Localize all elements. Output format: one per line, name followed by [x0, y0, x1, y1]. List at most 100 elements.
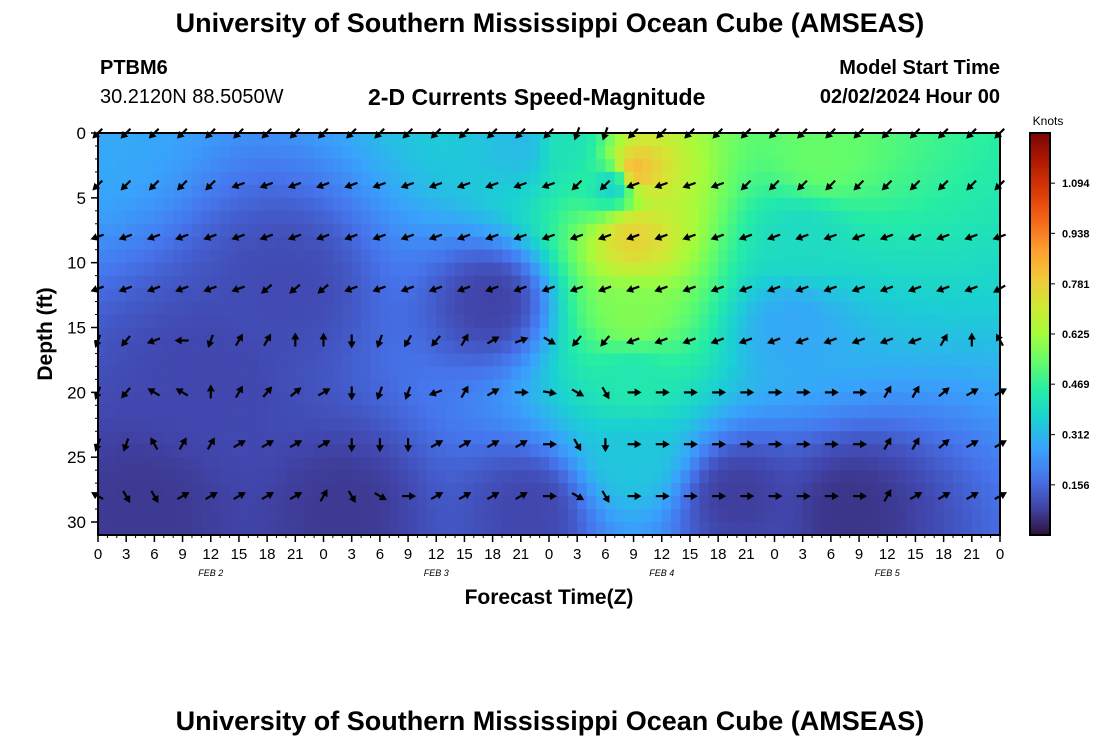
- heat-cell: [699, 133, 710, 147]
- heat-cell: [201, 249, 212, 264]
- heat-cell: [727, 379, 738, 393]
- heat-cell: [990, 184, 1001, 199]
- heat-cell: [323, 184, 334, 199]
- heat-cell: [887, 314, 898, 329]
- heat-cell: [276, 405, 287, 419]
- heat-cell: [323, 275, 334, 290]
- heat-cell: [633, 431, 644, 445]
- heat-cell: [323, 418, 334, 432]
- heat-cell: [906, 457, 917, 471]
- heat-cell: [840, 509, 851, 523]
- heat-cell: [755, 327, 766, 342]
- heat-cell: [793, 340, 804, 355]
- current-vector: [626, 181, 640, 190]
- heat-cell: [802, 236, 813, 251]
- x-tick-label: 9: [404, 546, 412, 563]
- heat-cell: [220, 275, 231, 290]
- heat-cell: [746, 444, 757, 458]
- heat-cell: [708, 405, 719, 419]
- heat-cell: [201, 366, 212, 380]
- heat-cell: [971, 249, 982, 264]
- heat-cell: [98, 210, 108, 225]
- heat-cell: [736, 457, 747, 471]
- heat-cell: [126, 236, 137, 251]
- heat-cell: [191, 262, 202, 277]
- heat-cell: [116, 314, 127, 329]
- current-vector: [911, 385, 920, 399]
- heat-cell: [614, 223, 625, 238]
- heat-cell: [981, 418, 992, 432]
- heat-cell: [511, 171, 522, 186]
- heat-cell: [417, 392, 428, 406]
- heat-cell: [802, 171, 813, 186]
- heat-cell: [182, 483, 193, 497]
- current-vector: [261, 492, 275, 501]
- heat-cell: [483, 314, 494, 329]
- heat-cell: [774, 444, 785, 458]
- heat-cell: [953, 340, 964, 355]
- heat-cell: [549, 262, 559, 277]
- heat-cell: [680, 236, 691, 251]
- heat-cell: [379, 418, 390, 432]
- heat-cell: [624, 301, 635, 316]
- heat-cell: [389, 444, 400, 458]
- heat-cell: [633, 522, 644, 536]
- heat-cell: [934, 327, 945, 342]
- current-vector: [120, 179, 132, 191]
- heat-cell: [436, 470, 447, 484]
- heat-cell: [783, 301, 794, 316]
- current-vector: [206, 384, 215, 399]
- heat-cell: [267, 288, 278, 303]
- heat-cell: [370, 509, 381, 523]
- current-vector: [627, 492, 642, 501]
- heat-cell: [962, 483, 973, 497]
- colorbar-tick-label: 0.312: [1062, 430, 1090, 442]
- heat-cell: [408, 340, 419, 355]
- heat-cell: [896, 288, 907, 303]
- heat-cell: [267, 133, 278, 147]
- heat-cell: [558, 301, 569, 316]
- heat-cell: [830, 145, 841, 160]
- heat-cell: [896, 184, 907, 199]
- current-vector: [234, 333, 243, 347]
- heat-cell: [859, 197, 870, 212]
- heat-cell: [859, 249, 870, 264]
- heat-cell: [144, 483, 155, 497]
- heat-cell: [953, 236, 964, 251]
- heat-cell: [116, 392, 127, 406]
- heat-cell: [774, 210, 785, 225]
- heat-cell: [126, 457, 137, 471]
- x-tick-label: 18: [484, 546, 501, 563]
- heat-cell: [718, 353, 729, 368]
- heat-cell: [868, 197, 879, 212]
- heat-cell: [295, 314, 306, 329]
- heat-cell: [812, 236, 823, 251]
- heat-cell: [708, 133, 719, 147]
- heat-cell: [191, 340, 202, 355]
- heat-cell: [558, 314, 569, 329]
- heat-cell: [163, 301, 174, 316]
- heat-cell: [257, 522, 268, 536]
- heat-cell: [351, 353, 362, 368]
- heat-cell: [577, 483, 588, 497]
- heat-cell: [624, 184, 635, 199]
- heat-cell: [135, 275, 146, 290]
- heat-cell: [661, 379, 672, 393]
- heat-cell: [502, 522, 513, 536]
- heat-cell: [567, 392, 578, 406]
- heat-cell: [558, 405, 569, 419]
- heat-cell: [248, 223, 259, 238]
- heat-cell: [943, 236, 954, 251]
- heat-cell: [182, 236, 193, 251]
- current-vector: [879, 337, 894, 345]
- heat-cell: [332, 522, 343, 536]
- heat-cell: [765, 236, 776, 251]
- heat-cell: [163, 262, 174, 277]
- heat-cell: [285, 288, 296, 303]
- heat-cell: [624, 366, 635, 380]
- colorbar-label: Knots: [1033, 114, 1064, 128]
- heat-cell: [520, 470, 531, 484]
- heat-cell: [896, 210, 907, 225]
- heat-cell: [642, 210, 653, 225]
- heat-cell: [924, 457, 935, 471]
